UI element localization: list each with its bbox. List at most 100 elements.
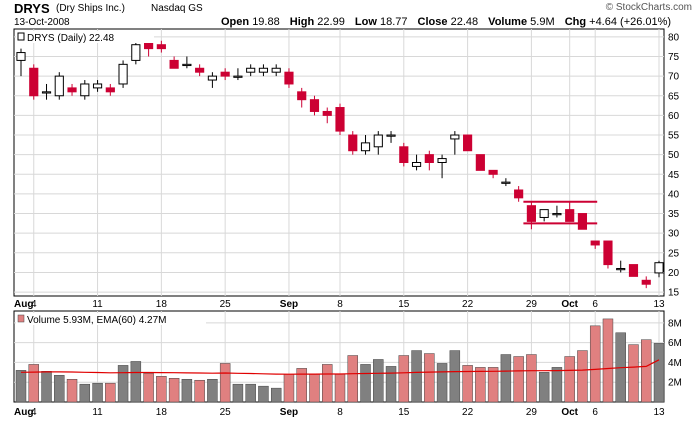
price-legend: DRYS (Daily) 22.48 — [27, 33, 115, 44]
volume-bar — [15, 370, 27, 403]
volume-bar — [628, 344, 639, 403]
price-x-label: 6 — [592, 299, 598, 310]
candle-body — [309, 99, 320, 112]
stockcharts-credit[interactable]: © StockCharts.com — [605, 2, 692, 13]
volume-bar — [462, 365, 473, 403]
volume-x-label: Sep — [280, 407, 298, 418]
volume-bar — [232, 383, 244, 403]
volume-value: 5.9M — [530, 16, 555, 28]
volume-bar — [526, 354, 537, 403]
volume-bar — [194, 379, 205, 403]
volume-x-label: Aug — [14, 407, 33, 418]
candle-body — [386, 134, 396, 137]
volume-bar — [28, 364, 39, 403]
candle-body — [641, 279, 651, 285]
candle-body — [514, 189, 524, 199]
price-legend-swatch — [17, 32, 25, 41]
close-label: Close — [417, 16, 448, 28]
candle-body — [577, 213, 588, 230]
candle-body — [54, 75, 64, 97]
volume-bar — [500, 354, 512, 403]
price-x-label: 25 — [220, 299, 232, 310]
volume-x-label: 15 — [398, 407, 410, 418]
quote-date: 13-Oct-2008 — [14, 17, 70, 28]
volume-bar — [411, 350, 422, 403]
candle-body — [475, 154, 485, 171]
volume-bar — [79, 383, 91, 403]
volume-bar — [117, 365, 129, 403]
volume-legend: Volume 5.93M, EMA(60) 4.27M — [27, 315, 167, 326]
volume-bar — [270, 387, 282, 403]
volume-bar — [207, 379, 218, 403]
volume-tick-label: 6M — [668, 338, 682, 349]
volume-bar — [538, 372, 550, 403]
volume-bar — [564, 356, 575, 403]
volume-bar — [130, 361, 142, 403]
volume-tick-label: 2M — [668, 378, 682, 389]
candle-body — [220, 71, 230, 77]
candle-body — [271, 67, 281, 73]
volume-bar — [347, 355, 358, 403]
volume-bar — [54, 375, 65, 403]
price-x-label: 29 — [526, 299, 538, 310]
candle-body — [246, 67, 256, 73]
price-tick-label: 25 — [668, 248, 680, 259]
volume-bar — [360, 364, 371, 403]
candle-body — [616, 268, 626, 271]
volume-bar — [258, 385, 269, 403]
volume-x-label: 13 — [653, 407, 665, 418]
price-x-label: Oct — [561, 299, 578, 310]
close-value: 22.48 — [450, 16, 479, 28]
candle-body — [297, 91, 307, 101]
candle-body — [182, 63, 192, 67]
chg-value: +4.64 (+26.01%) — [589, 16, 672, 28]
volume-bar — [602, 318, 614, 403]
volume-bar — [589, 325, 601, 403]
price-tick-label: 45 — [668, 170, 680, 181]
candle-body — [399, 146, 409, 163]
candle-body — [603, 240, 613, 266]
volume-x-label: 11 — [92, 407, 103, 418]
high-value: 22.99 — [317, 16, 345, 28]
volume-bar — [653, 343, 665, 403]
volume-bar — [156, 376, 167, 403]
volume-tick-label: 8M — [668, 318, 682, 329]
volume-legend-swatch — [17, 314, 25, 323]
candle-body — [67, 87, 77, 93]
candle-body — [501, 181, 511, 184]
volume-ema-line — [20, 359, 660, 375]
candle-body — [437, 158, 447, 164]
volume-bar — [92, 382, 103, 403]
high-label: High — [289, 16, 315, 28]
candle-body — [628, 264, 639, 277]
price-tick-label: 15 — [668, 288, 680, 299]
candle-body — [92, 83, 103, 89]
candle-body — [41, 91, 52, 94]
volume-bar — [143, 373, 154, 403]
price-x-label: 22 — [462, 299, 474, 310]
candle-body — [195, 67, 205, 73]
candle-body — [118, 63, 128, 85]
volume-bar — [309, 374, 320, 403]
volume-tick-label: 4M — [668, 358, 682, 369]
candle-body — [105, 87, 115, 93]
volume-bar — [219, 363, 231, 403]
price-tick-label: 30 — [668, 229, 680, 240]
price-tick-label: 20 — [668, 268, 680, 279]
volume-bar — [105, 382, 116, 403]
low-label: Low — [354, 16, 377, 28]
candle-body — [373, 134, 383, 148]
price-x-label: Aug — [14, 299, 33, 310]
price-plot-area — [13, 28, 665, 297]
price-tick-label: 70 — [668, 72, 680, 83]
volume-x-label: 18 — [156, 407, 168, 418]
price-x-label: 13 — [653, 299, 665, 310]
volume-bar — [245, 383, 256, 403]
candle-body — [335, 107, 345, 132]
price-tick-label: 35 — [668, 209, 680, 220]
candle-body — [131, 44, 141, 61]
volume-bar — [66, 379, 78, 403]
candle-body — [156, 44, 166, 50]
candle-body — [207, 75, 217, 81]
